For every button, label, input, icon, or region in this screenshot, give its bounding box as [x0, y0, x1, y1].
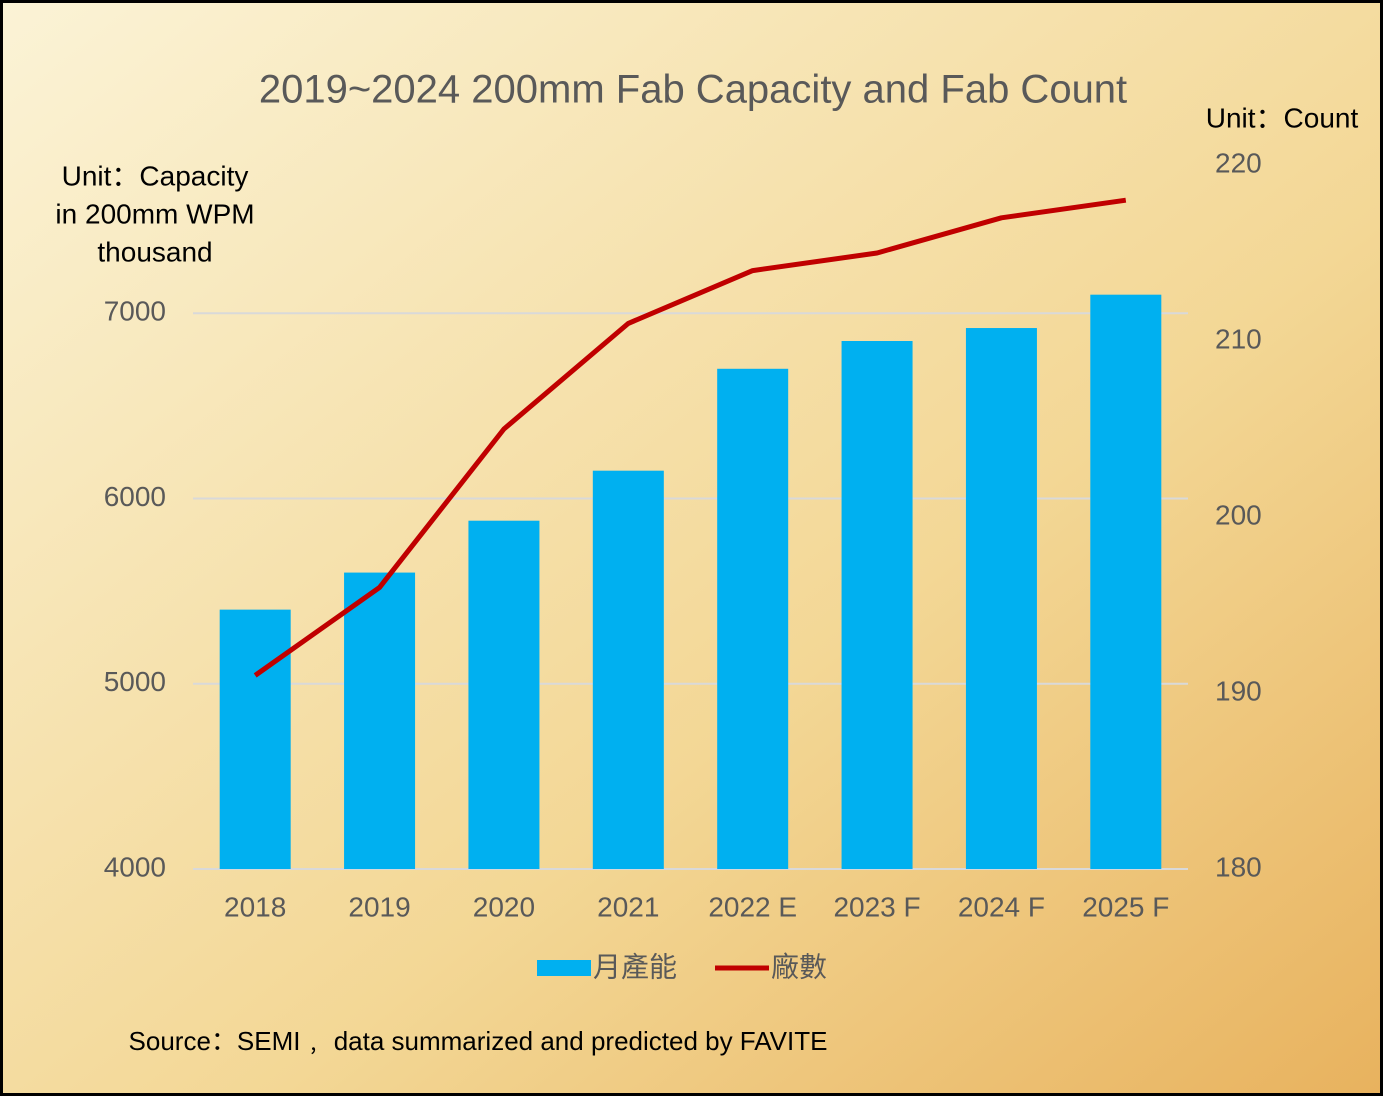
y-tick-label: 4000 [104, 851, 166, 882]
bar [965, 328, 1037, 869]
y2-tick-label: 220 [1215, 147, 1262, 178]
bar [468, 520, 540, 869]
x-tick-label: 2023 F [833, 891, 920, 922]
y2-tick-label: 200 [1215, 499, 1262, 530]
line [253, 197, 1127, 678]
bar [841, 341, 913, 869]
x-tick-label: 2025 F [1082, 891, 1169, 922]
y-tick-label: 7000 [104, 296, 166, 327]
y2-axis-label: Unit：Count [1206, 102, 1359, 133]
x-tick-label: 2018 [224, 891, 286, 922]
x-tick-label: 2021 [597, 891, 659, 922]
legend-label: 廠數 [771, 951, 827, 982]
y-axis-label: Unit：Capacity [62, 160, 249, 191]
y-tick-label: 6000 [104, 481, 166, 512]
y-axis-label: in 200mm WPM [55, 198, 254, 229]
bar [344, 572, 416, 869]
y2-tick-label: 180 [1215, 851, 1262, 882]
x-tick-label: 2024 F [958, 891, 1045, 922]
y-axis-label: thousand [97, 236, 212, 267]
x-tick-label: 2022 E [708, 891, 797, 922]
y2-tick-label: 210 [1215, 323, 1262, 354]
y2-tick-label: 190 [1215, 675, 1262, 706]
legend-swatch [537, 960, 591, 976]
bar [1090, 294, 1162, 869]
x-tick-label: 2019 [348, 891, 410, 922]
source: Source：SEMI﹐ data summarized and predict… [129, 1026, 828, 1056]
chart-title: 2019~2024 200mm Fab Capacity and Fab Cou… [259, 68, 1127, 112]
y-tick-label: 5000 [104, 666, 166, 697]
bar [219, 609, 291, 869]
legend-label: 月產能 [593, 951, 677, 982]
x-tick-label: 2020 [473, 891, 535, 922]
bar [717, 368, 789, 869]
bar [592, 470, 664, 869]
